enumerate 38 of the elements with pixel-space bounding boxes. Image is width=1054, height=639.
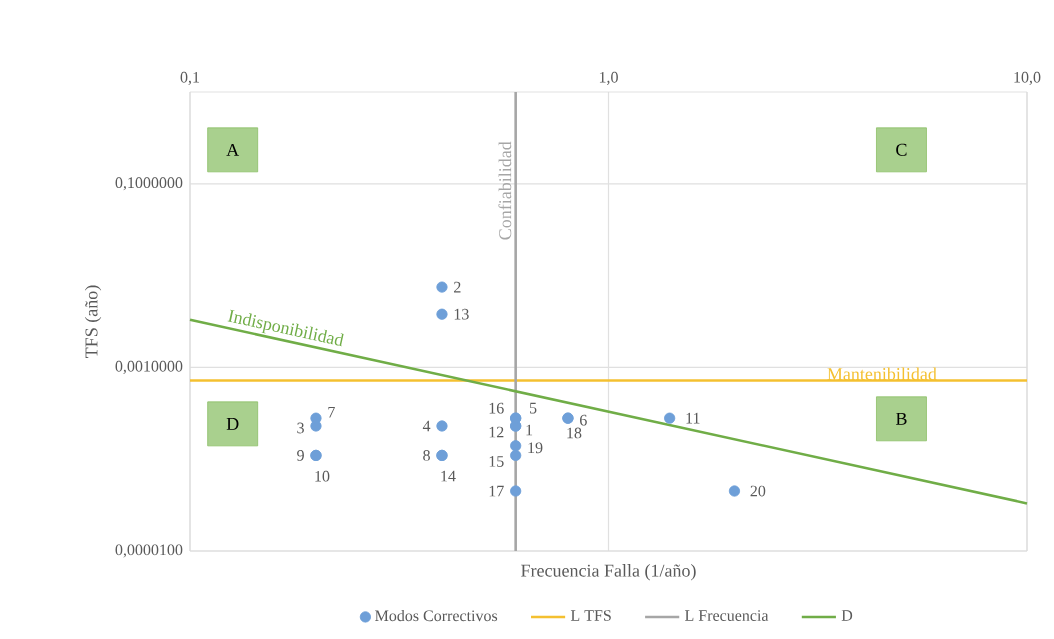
annotation: 13: [454, 308, 469, 320]
y-tick-label: 0,0010000: [115, 360, 183, 374]
x-tick-label: 10,0: [1014, 71, 1041, 85]
legend-label: D: [841, 610, 853, 621]
annotation: 14: [441, 470, 456, 482]
annotation: 9: [297, 450, 304, 461]
annotation: D: [226, 417, 239, 430]
annotation: 3: [297, 422, 304, 434]
annotation: Confiabilidad: [498, 141, 512, 240]
annotation: 15: [489, 456, 504, 467]
annotation: 20: [750, 485, 766, 497]
annotation: 2: [454, 281, 461, 293]
annotation: B: [895, 412, 907, 425]
annotation: 6: [580, 414, 587, 426]
annotation: 10: [315, 470, 330, 482]
legend-label: L Frecuencia: [685, 610, 769, 621]
annotation: Mantenibilidad: [827, 367, 937, 381]
annotation: C: [896, 143, 907, 156]
annotation: 7: [328, 406, 335, 418]
annotation: 1: [526, 424, 533, 436]
y-tick-label: 0,0000100: [115, 544, 183, 558]
y-tick-label: 0,1000000: [115, 177, 183, 191]
annotation: 16: [489, 402, 504, 414]
annotation: 8: [423, 450, 430, 461]
legend-label: Modos Correctivos: [375, 609, 498, 622]
x-tick-label: 0,1: [180, 71, 200, 85]
annotation: 19: [528, 442, 543, 454]
x-tick-label: 1,0: [599, 71, 618, 85]
y-axis-title: TFS (año): [84, 285, 102, 358]
annotation: 18: [567, 427, 582, 439]
x-axis-title: Frecuencia Falla (1/año): [521, 564, 696, 581]
annotation: 5: [530, 402, 537, 414]
legend-label: L TFS: [570, 610, 611, 621]
annotation: 17: [489, 485, 504, 497]
annotation: 4: [422, 420, 431, 432]
annotation: 11: [686, 412, 700, 424]
annotation: 12: [489, 426, 504, 438]
annotation: A: [226, 143, 240, 156]
